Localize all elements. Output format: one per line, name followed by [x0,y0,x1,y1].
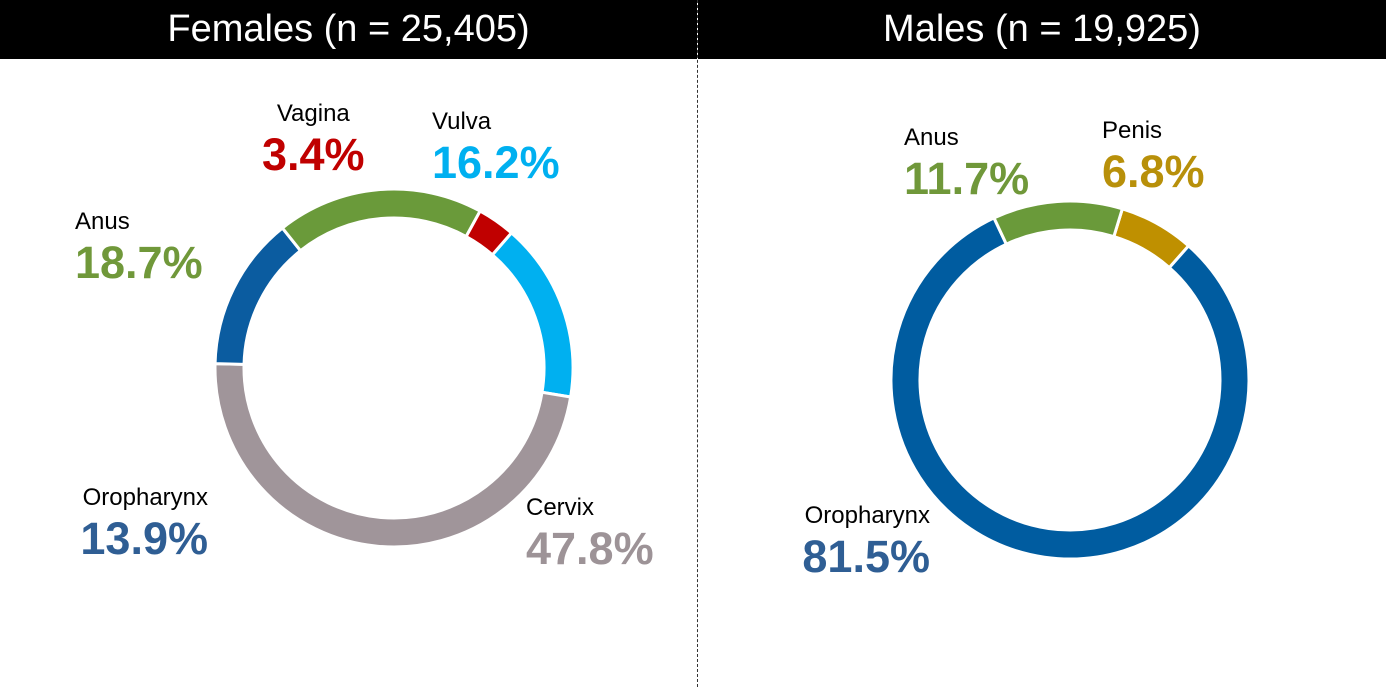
label-penis-name: Penis [1102,117,1163,144]
panel-divider [697,0,698,687]
donut-slice-anus [280,187,483,253]
label-vagina: Vagina 3.4% [262,100,365,180]
label-cervix: Cervix 47.8% [526,494,654,574]
label-vagina-pct: 3.4% [262,129,365,180]
label-oropharynx-male-pct: 81.5% [802,531,930,582]
label-anus-female-pct: 18.7% [75,237,203,288]
label-anus-male-pct: 11.7% [904,153,1030,204]
donut-slice-anus [992,199,1125,247]
label-vulva-pct: 16.2% [432,137,560,188]
label-anus-female: Anus 18.7% [75,208,203,288]
donut-slice-cervix [213,362,573,549]
males-donut-chart [889,199,1251,561]
label-anus-male: Anus 11.7% [904,124,1030,204]
label-cervix-pct: 47.8% [526,523,654,574]
label-oropharynx-male: Oropharynx 81.5% [786,502,930,582]
donut-slice-vagina [464,209,514,257]
label-vagina-name: Vagina [276,100,350,127]
females-panel: Females (n = 25,405) Vagina 3.4% Vulva 1… [0,0,697,574]
males-chart-title: Males (n = 19,925) [698,0,1386,59]
label-penis-pct: 6.8% [1102,146,1205,197]
label-anus-male-name: Anus [904,124,959,151]
label-anus-female-name: Anus [75,208,130,235]
males-panel: Males (n = 19,925) Anus 11.7% Penis 6.8%… [698,0,1386,687]
label-oropharynx-female-pct: 13.9% [80,513,208,564]
label-vulva-name: Vulva [432,108,492,135]
label-cervix-name: Cervix [526,494,595,521]
label-penis: Penis 6.8% [1102,117,1205,197]
label-oropharynx-female-name: Oropharynx [82,484,208,511]
donut-slice-vulva [490,230,575,399]
label-oropharynx-female: Oropharynx 13.9% [64,484,208,564]
donut-slice-oropharynx [889,215,1251,561]
label-vulva: Vulva 16.2% [432,108,560,188]
females-donut-chart [213,187,575,549]
label-oropharynx-male-name: Oropharynx [804,502,930,529]
females-chart-title: Females (n = 25,405) [0,0,697,59]
donut-slice-oropharynx [213,225,303,366]
